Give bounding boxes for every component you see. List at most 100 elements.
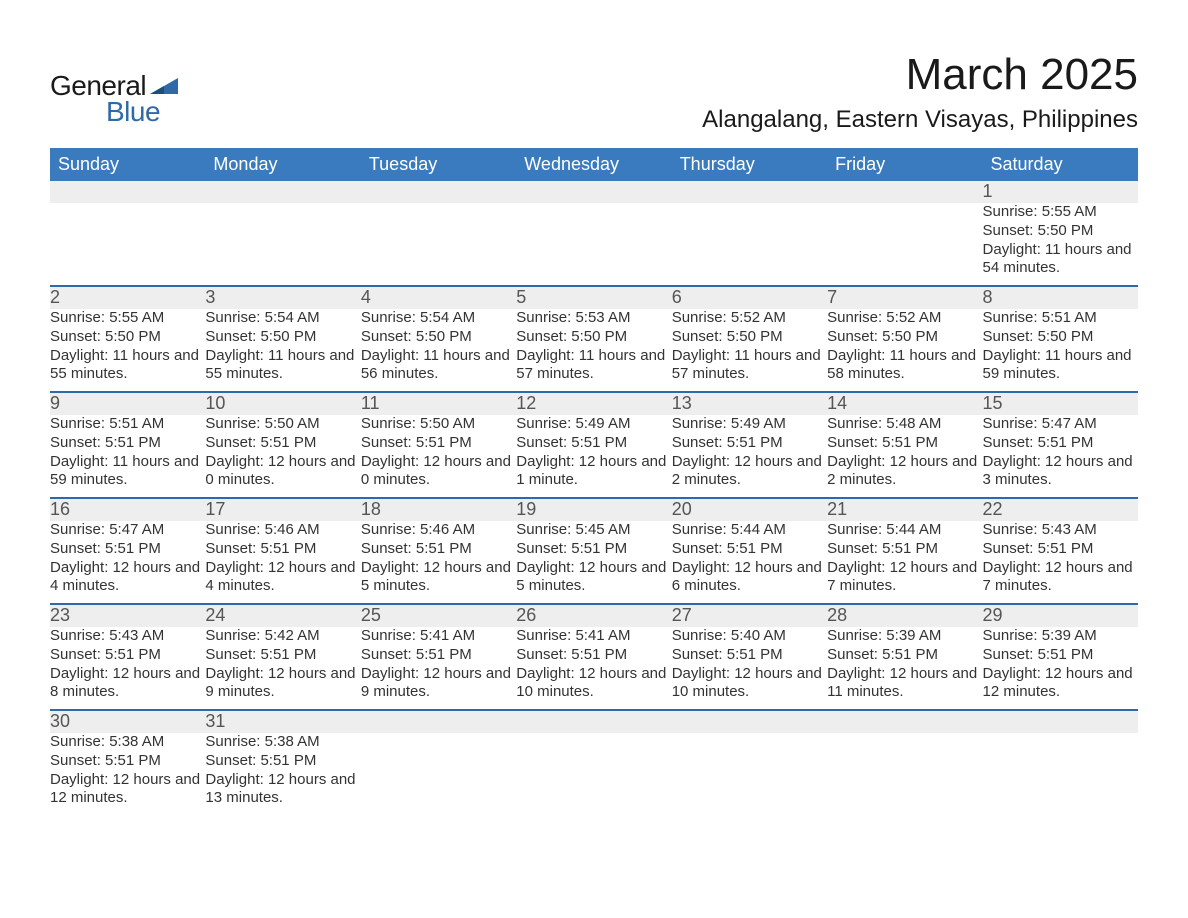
sunrise-line: Sunrise: 5:47 AM: [50, 521, 205, 540]
sunset-line: Sunset: 5:51 PM: [983, 540, 1138, 559]
daylight-line: Daylight: 12 hours and 10 minutes.: [672, 665, 827, 703]
daylight-line: Daylight: 11 hours and 59 minutes.: [983, 347, 1138, 385]
daynum-row: 1: [50, 181, 1138, 203]
sunrise-line: Sunrise: 5:53 AM: [516, 309, 671, 328]
sunset-line: Sunset: 5:51 PM: [983, 646, 1138, 665]
sunrise-line: Sunrise: 5:40 AM: [672, 627, 827, 646]
daylight-line: Daylight: 12 hours and 10 minutes.: [516, 665, 671, 703]
daylight-line: Daylight: 12 hours and 7 minutes.: [983, 559, 1138, 597]
detail-cell: Sunrise: 5:54 AMSunset: 5:50 PMDaylight:…: [205, 309, 360, 391]
daynum-cell: [516, 181, 671, 203]
daynum-cell: 20: [672, 499, 827, 521]
detail-cell: [50, 203, 205, 285]
sunset-line: Sunset: 5:51 PM: [50, 434, 205, 453]
sunset-line: Sunset: 5:50 PM: [205, 328, 360, 347]
daynum-cell: 19: [516, 499, 671, 521]
detail-cell: [361, 733, 516, 815]
sunrise-line: Sunrise: 5:38 AM: [50, 733, 205, 752]
sunset-line: Sunset: 5:50 PM: [983, 222, 1138, 241]
day-header-cell: Tuesday: [361, 148, 516, 181]
detail-cell: [827, 203, 982, 285]
daynum-cell: 15: [983, 393, 1138, 415]
sunset-line: Sunset: 5:51 PM: [516, 434, 671, 453]
sunrise-line: Sunrise: 5:45 AM: [516, 521, 671, 540]
detail-cell: Sunrise: 5:42 AMSunset: 5:51 PMDaylight:…: [205, 627, 360, 709]
sunrise-line: Sunrise: 5:52 AM: [827, 309, 982, 328]
daynum-cell: 10: [205, 393, 360, 415]
calendar-body: 1Sunrise: 5:55 AMSunset: 5:50 PMDaylight…: [50, 181, 1138, 815]
sunset-line: Sunset: 5:51 PM: [361, 540, 516, 559]
daylight-line: Daylight: 11 hours and 56 minutes.: [361, 347, 516, 385]
detail-cell: Sunrise: 5:41 AMSunset: 5:51 PMDaylight:…: [516, 627, 671, 709]
sunrise-line: Sunrise: 5:49 AM: [516, 415, 671, 434]
daynum-cell: [50, 181, 205, 203]
daynum-cell: [827, 181, 982, 203]
detail-cell: Sunrise: 5:51 AMSunset: 5:51 PMDaylight:…: [50, 415, 205, 497]
daylight-line: Daylight: 11 hours and 59 minutes.: [50, 453, 205, 491]
sunrise-line: Sunrise: 5:55 AM: [50, 309, 205, 328]
day-header-row: SundayMondayTuesdayWednesdayThursdayFrid…: [50, 148, 1138, 181]
detail-cell: [827, 733, 982, 815]
brand-logo: General Blue: [50, 70, 178, 128]
daynum-cell: 17: [205, 499, 360, 521]
detail-cell: [361, 203, 516, 285]
day-header-cell: Thursday: [672, 148, 827, 181]
detail-cell: [205, 203, 360, 285]
detail-cell: Sunrise: 5:38 AMSunset: 5:51 PMDaylight:…: [50, 733, 205, 815]
daynum-cell: 14: [827, 393, 982, 415]
daylight-line: Daylight: 12 hours and 1 minute.: [516, 453, 671, 491]
detail-cell: [516, 733, 671, 815]
page-header: General Blue March 2025 Alangalang, East…: [50, 50, 1138, 134]
detail-cell: Sunrise: 5:52 AMSunset: 5:50 PMDaylight:…: [827, 309, 982, 391]
detail-row: Sunrise: 5:55 AMSunset: 5:50 PMDaylight:…: [50, 203, 1138, 285]
detail-cell: Sunrise: 5:49 AMSunset: 5:51 PMDaylight:…: [672, 415, 827, 497]
sunrise-line: Sunrise: 5:42 AM: [205, 627, 360, 646]
daynum-cell: [361, 181, 516, 203]
daylight-line: Daylight: 12 hours and 11 minutes.: [827, 665, 982, 703]
detail-row: Sunrise: 5:51 AMSunset: 5:51 PMDaylight:…: [50, 415, 1138, 497]
daylight-line: Daylight: 11 hours and 55 minutes.: [50, 347, 205, 385]
daylight-line: Daylight: 12 hours and 6 minutes.: [672, 559, 827, 597]
daynum-cell: 1: [983, 181, 1138, 203]
detail-cell: Sunrise: 5:43 AMSunset: 5:51 PMDaylight:…: [50, 627, 205, 709]
daynum-cell: [672, 181, 827, 203]
detail-cell: Sunrise: 5:54 AMSunset: 5:50 PMDaylight:…: [361, 309, 516, 391]
sunrise-line: Sunrise: 5:54 AM: [361, 309, 516, 328]
detail-cell: Sunrise: 5:44 AMSunset: 5:51 PMDaylight:…: [672, 521, 827, 603]
sunset-line: Sunset: 5:51 PM: [361, 646, 516, 665]
detail-cell: Sunrise: 5:39 AMSunset: 5:51 PMDaylight:…: [983, 627, 1138, 709]
daynum-cell: [516, 711, 671, 733]
day-header-cell: Monday: [205, 148, 360, 181]
daynum-cell: 30: [50, 711, 205, 733]
sunrise-line: Sunrise: 5:46 AM: [361, 521, 516, 540]
detail-cell: Sunrise: 5:40 AMSunset: 5:51 PMDaylight:…: [672, 627, 827, 709]
location-subtitle: Alangalang, Eastern Visayas, Philippines: [702, 106, 1138, 134]
daynum-cell: 11: [361, 393, 516, 415]
daynum-cell: 31: [205, 711, 360, 733]
daylight-line: Daylight: 11 hours and 54 minutes.: [983, 241, 1138, 279]
daylight-line: Daylight: 12 hours and 8 minutes.: [50, 665, 205, 703]
detail-cell: Sunrise: 5:46 AMSunset: 5:51 PMDaylight:…: [361, 521, 516, 603]
daylight-line: Daylight: 12 hours and 0 minutes.: [361, 453, 516, 491]
daylight-line: Daylight: 12 hours and 7 minutes.: [827, 559, 982, 597]
detail-cell: Sunrise: 5:52 AMSunset: 5:50 PMDaylight:…: [672, 309, 827, 391]
sunrise-line: Sunrise: 5:51 AM: [983, 309, 1138, 328]
sunrise-line: Sunrise: 5:50 AM: [361, 415, 516, 434]
sunset-line: Sunset: 5:51 PM: [361, 434, 516, 453]
daylight-line: Daylight: 12 hours and 13 minutes.: [205, 771, 360, 809]
sunrise-line: Sunrise: 5:38 AM: [205, 733, 360, 752]
daynum-row: 16171819202122: [50, 499, 1138, 521]
sunset-line: Sunset: 5:50 PM: [983, 328, 1138, 347]
daynum-cell: 18: [361, 499, 516, 521]
daylight-line: Daylight: 12 hours and 12 minutes.: [983, 665, 1138, 703]
sunset-line: Sunset: 5:51 PM: [205, 752, 360, 771]
sunrise-line: Sunrise: 5:44 AM: [672, 521, 827, 540]
detail-cell: Sunrise: 5:50 AMSunset: 5:51 PMDaylight:…: [361, 415, 516, 497]
daynum-cell: 22: [983, 499, 1138, 521]
daylight-line: Daylight: 12 hours and 12 minutes.: [50, 771, 205, 809]
daynum-cell: 2: [50, 287, 205, 309]
sunset-line: Sunset: 5:51 PM: [50, 540, 205, 559]
detail-cell: Sunrise: 5:47 AMSunset: 5:51 PMDaylight:…: [50, 521, 205, 603]
day-header-cell: Wednesday: [516, 148, 671, 181]
daynum-cell: 23: [50, 605, 205, 627]
